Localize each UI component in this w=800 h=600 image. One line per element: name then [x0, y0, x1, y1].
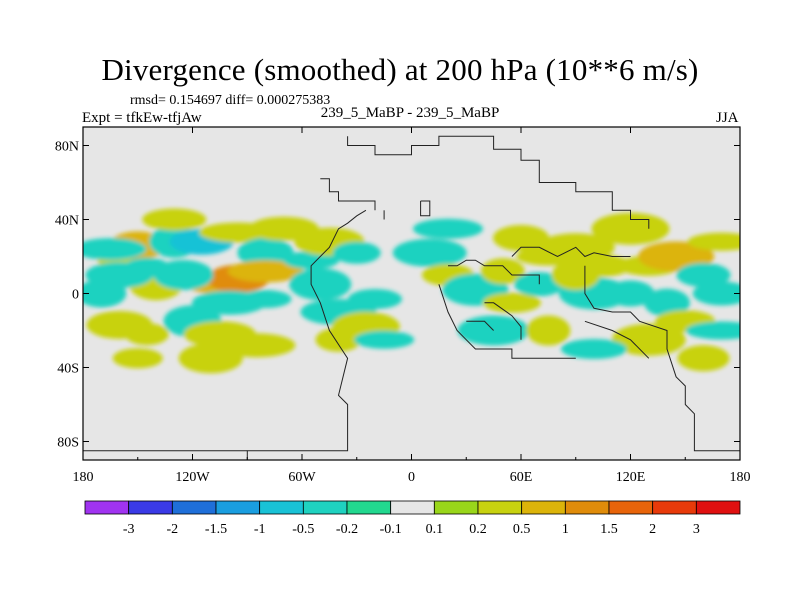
x-tick-label: 0 — [408, 470, 415, 485]
paleo-coastlines — [83, 135, 740, 460]
coastline-segment — [466, 320, 494, 331]
field-blob — [112, 348, 163, 369]
colorbar-swatch — [433, 500, 479, 515]
coastline-segment — [584, 320, 650, 359]
colorbar-swatch — [259, 500, 304, 515]
colorbar-swatch — [390, 500, 435, 515]
x-tick-label: 180 — [73, 470, 94, 485]
coastline-segment — [347, 135, 650, 229]
colorbar-label: 0.2 — [469, 522, 487, 537]
field-blob — [348, 289, 402, 310]
colorbar: -3 -2 -1.5 -1 -0.5 -0.2 -0.1 0.1 0.2 0.5 1 1.5 2 3 — [84, 500, 741, 537]
field-blob — [124, 323, 169, 346]
field-blob — [153, 260, 214, 290]
field-blob — [644, 288, 690, 317]
case-label: 239_5_MaBP - 239_5_MaBP — [320, 105, 500, 121]
y-tick-label: 0 — [72, 288, 79, 303]
colorbar-label: -0.1 — [380, 522, 402, 537]
colorbar-swatch — [84, 500, 130, 515]
field-blob — [551, 260, 600, 290]
x-axis: 180 120W 60W 0 60E 120E 180 — [73, 127, 751, 485]
x-tick-label: 60W — [288, 470, 316, 485]
field-blob — [217, 333, 296, 358]
season-label: JJA — [716, 110, 739, 126]
coastline-segment — [484, 302, 522, 340]
field-blob — [526, 315, 571, 346]
field-blob — [227, 260, 304, 283]
field-blob — [289, 268, 352, 301]
experiment-label: Expt = tfkEw-tfjAw — [82, 110, 202, 126]
coastline-segment — [420, 200, 431, 217]
field-blob — [591, 212, 670, 245]
x-tick-label: 180 — [730, 470, 751, 485]
colorbar-swatch — [346, 500, 392, 515]
field-blob — [561, 339, 627, 359]
colorbar-swatch — [652, 500, 697, 515]
field-blob — [457, 315, 530, 346]
field-blob — [354, 330, 415, 349]
x-tick-label: 120E — [616, 470, 646, 485]
colorbar-label: 0.1 — [426, 522, 444, 537]
y-tick-label: 40N — [55, 214, 79, 229]
field-blob — [480, 258, 525, 285]
field-blob — [142, 208, 207, 231]
coastline-segment — [511, 246, 631, 258]
coastline-segment — [246, 209, 367, 460]
colorbar-swatch — [608, 500, 654, 515]
field-blob — [692, 281, 740, 306]
colorbar-label: 2 — [649, 522, 656, 537]
chart-title: Divergence (smoothed) at 200 hPa (10**6 … — [101, 52, 699, 87]
colorbar-label: -2 — [166, 522, 178, 537]
colorbar-swatch — [302, 500, 348, 515]
colorbar-label: -3 — [123, 522, 135, 537]
field-blob — [413, 218, 483, 239]
colorbar-swatch — [521, 500, 566, 515]
field-blob — [676, 263, 731, 287]
colorbar-label: -1.5 — [205, 522, 227, 537]
y-tick-label: 40S — [57, 362, 79, 377]
colorbar-label: 0.5 — [513, 522, 531, 537]
y-tick-label: 80S — [57, 436, 79, 451]
field-blob — [332, 241, 381, 264]
field-blob — [482, 292, 541, 313]
colorbar-swatch — [695, 500, 741, 515]
divergence-field — [83, 208, 740, 374]
field-blob — [83, 279, 127, 308]
coastline-segment — [320, 178, 376, 211]
field-blob — [83, 238, 147, 261]
colorbar-label: -1 — [254, 522, 266, 537]
y-axis: 80N 40N 0 40S 80S — [55, 140, 740, 451]
colorbar-swatch — [128, 500, 173, 515]
field-blob — [239, 290, 292, 309]
y-tick-label: 80N — [55, 140, 79, 155]
colorbar-swatch — [171, 500, 217, 515]
colorbar-label: -0.2 — [336, 522, 358, 537]
field-blob — [283, 251, 340, 270]
coastline-segment — [438, 284, 576, 359]
coastline-segment — [448, 259, 540, 285]
coastline-segment — [584, 265, 740, 452]
field-blob — [392, 238, 467, 267]
x-tick-label: 60E — [510, 470, 533, 485]
colorbar-swatch — [564, 500, 610, 515]
field-blob — [687, 232, 740, 251]
colorbar-label: 1 — [562, 522, 569, 537]
colorbar-label: 3 — [693, 522, 700, 537]
colorbar-swatch — [477, 500, 523, 515]
colorbar-swatch — [215, 500, 261, 515]
colorbar-label: -0.5 — [292, 522, 314, 537]
field-blob — [606, 280, 655, 307]
x-tick-label: 120W — [175, 470, 210, 485]
colorbar-label: 1.5 — [600, 522, 618, 537]
stats-line: rmsd= 0.154697 diff= 0.000275383 — [130, 93, 331, 108]
field-blob — [237, 237, 294, 268]
field-blob — [677, 345, 730, 372]
field-blob — [315, 327, 362, 352]
field-blob — [685, 321, 740, 340]
field-blob — [493, 225, 549, 251]
